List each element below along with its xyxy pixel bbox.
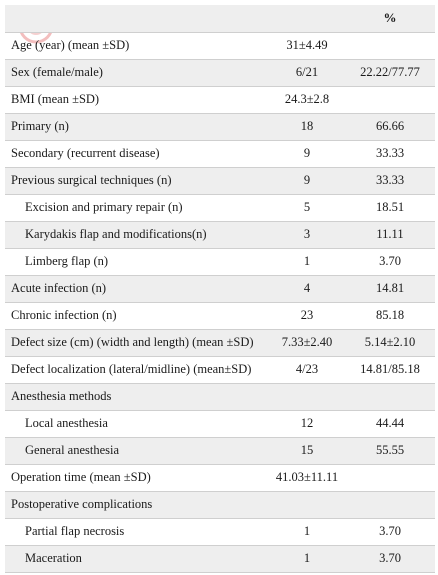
row-percent: 3.70 xyxy=(379,524,401,538)
row-value: 7.33±2.40 xyxy=(269,329,345,356)
row-percent: 66.66 xyxy=(345,113,435,140)
table-row: Previous surgical techniques (n) 9 33.33 xyxy=(5,167,435,194)
row-percent xyxy=(345,86,435,113)
row-value: 3 xyxy=(269,221,345,248)
table-row: Local anesthesia 12 44.44 xyxy=(5,410,435,437)
row-label: BMI (mean ±SD) xyxy=(11,92,100,106)
row-percent: 85.18 xyxy=(375,308,405,322)
row-value: 9 xyxy=(269,167,345,194)
table-row: Operation time (mean ±SD) 41.03±11.11 xyxy=(5,464,435,491)
row-value: 9 xyxy=(303,146,311,160)
row-value: 23 xyxy=(300,308,314,322)
row-percent: 14.81 xyxy=(345,275,435,302)
row-value: 1 xyxy=(269,545,345,572)
table-row: BMI (mean ±SD) 24.3±2.8 xyxy=(5,86,435,113)
row-value xyxy=(269,491,345,518)
row-label: Defect localization (lateral/midline) (m… xyxy=(11,362,252,376)
row-label: Partial flap necrosis xyxy=(25,524,125,538)
row-label: Karydakis flap and modifications(n) xyxy=(5,221,269,248)
table-row: Sex (female/male) 6/21 22.22/77.77 xyxy=(5,59,435,86)
row-value: 24.3±2.8 xyxy=(284,92,330,106)
row-value: 5 xyxy=(303,200,311,214)
row-percent: 11.11 xyxy=(345,221,435,248)
row-label: Local anesthesia xyxy=(25,416,108,430)
data-table: % Age (year) (mean ±SD) 31±4.49 Sex (femal… xyxy=(5,5,435,573)
row-percent: 3.70 xyxy=(379,254,401,268)
table-row: Defect size (cm) (width and length) (mea… xyxy=(5,329,435,356)
row-label: Postoperative complications xyxy=(5,491,269,518)
row-label: Excision and primary repair (n) xyxy=(25,200,183,214)
row-label: Previous surgical techniques (n) xyxy=(5,167,269,194)
table-row: Secondary (recurrent disease) 9 33.33 xyxy=(5,140,435,167)
table-row: Defect localization (lateral/midline) (m… xyxy=(5,356,435,383)
row-label: Secondary (recurrent disease) xyxy=(11,146,160,160)
table-row: Acute infection (n) 4 14.81 xyxy=(5,275,435,302)
row-percent: 22.22/77.77 xyxy=(345,59,435,86)
row-percent: 18.51 xyxy=(375,200,405,214)
table-row: Maceration 1 3.70 xyxy=(5,545,435,572)
table-row: Anesthesia methods xyxy=(5,383,435,410)
row-value: 1 xyxy=(303,524,311,538)
table-row: Age (year) (mean ±SD) 31±4.49 xyxy=(5,32,435,59)
row-label: Age (year) (mean ±SD) xyxy=(11,38,130,52)
row-percent: 14.81/85.18 xyxy=(360,362,420,376)
row-value: 6/21 xyxy=(269,59,345,86)
row-value: 12 xyxy=(300,416,314,430)
table-row: Primary (n) 18 66.66 xyxy=(5,113,435,140)
row-label: Chronic infection (n) xyxy=(11,308,117,322)
header-cell-value xyxy=(269,5,345,32)
row-percent xyxy=(345,32,435,59)
row-label: General anesthesia xyxy=(5,437,269,464)
row-percent: 44.44 xyxy=(375,416,405,430)
table-row: Chronic infection (n) 23 85.18 xyxy=(5,302,435,329)
row-percent: 55.55 xyxy=(345,437,435,464)
row-label: Maceration xyxy=(5,545,269,572)
row-value xyxy=(269,383,345,410)
row-label: Defect size (cm) (width and length) (mea… xyxy=(5,329,269,356)
table-row: Karydakis flap and modifications(n) 3 11.1… xyxy=(5,221,435,248)
row-value: 4 xyxy=(269,275,345,302)
row-percent xyxy=(345,464,435,491)
row-percent: 5.14±2.10 xyxy=(345,329,435,356)
row-label: Sex (female/male) xyxy=(5,59,269,86)
row-label: Acute infection (n) xyxy=(5,275,269,302)
row-value: 1 xyxy=(303,254,311,268)
row-value: 4/23 xyxy=(295,362,319,376)
header-cell-label xyxy=(5,5,269,32)
row-value: 18 xyxy=(269,113,345,140)
row-percent: 3.70 xyxy=(345,545,435,572)
table-row: General anesthesia 15 55.55 xyxy=(5,437,435,464)
header-cell-percent: % xyxy=(345,5,435,32)
row-value: 41.03±11.11 xyxy=(275,470,339,484)
row-percent xyxy=(345,491,435,518)
table-row: Postoperative complications xyxy=(5,491,435,518)
row-label: Anesthesia methods xyxy=(5,383,269,410)
row-value: 31±4.49 xyxy=(286,38,328,52)
table-row: Limberg flap (n) 1 3.70 xyxy=(5,248,435,275)
row-label: Primary (n) xyxy=(5,113,269,140)
row-value: 15 xyxy=(269,437,345,464)
row-percent xyxy=(345,383,435,410)
table-header-row: % xyxy=(5,5,435,32)
row-percent: 33.33 xyxy=(345,167,435,194)
row-label: Operation time (mean ±SD) xyxy=(11,470,151,484)
table-row: Partial flap necrosis 1 3.70 xyxy=(5,518,435,545)
table-row: Excision and primary repair (n) 5 18.51 xyxy=(5,194,435,221)
row-label: Limberg flap (n) xyxy=(25,254,109,268)
row-percent: 33.33 xyxy=(375,146,405,160)
